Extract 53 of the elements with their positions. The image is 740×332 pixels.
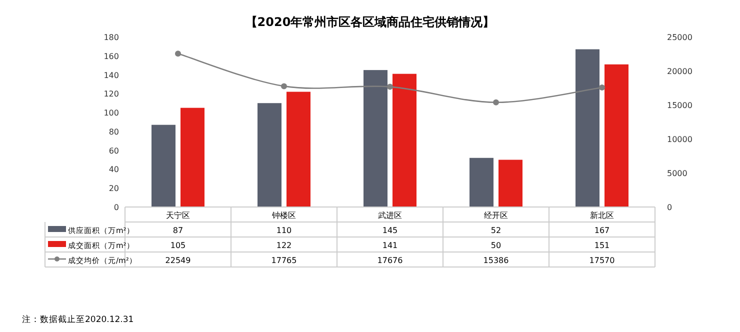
bar — [258, 103, 282, 207]
data-label: 122 — [276, 241, 292, 250]
point — [493, 99, 499, 106]
bar — [286, 92, 310, 207]
data-label: 105 — [170, 241, 186, 250]
y2-tick-label: 10000 — [667, 135, 692, 144]
y2-tick-label: 5000 — [667, 169, 688, 178]
data-label: 15386 — [483, 256, 509, 265]
y2-tick-label: 20000 — [667, 67, 692, 76]
data-label: 110 — [276, 226, 292, 235]
y-tick-label: 40 — [108, 165, 119, 174]
data-label: 17676 — [377, 256, 403, 265]
point — [387, 84, 393, 90]
data-label: 167 — [594, 226, 610, 235]
point — [175, 50, 181, 57]
data-label: 17765 — [271, 256, 297, 265]
text: 注：数据截止至2020.12.31 — [22, 314, 134, 325]
y-tick-label: 160 — [104, 52, 119, 61]
data-label: 52 — [490, 226, 502, 235]
y-tick-label: 180 — [104, 33, 119, 42]
data-label: 50 — [490, 241, 502, 250]
bar — [470, 158, 494, 207]
y-tick-label: 80 — [108, 127, 119, 136]
bar — [498, 160, 522, 207]
y-tick-label: 0 — [114, 203, 119, 212]
bar — [180, 108, 204, 207]
y-tick-label: 60 — [108, 146, 119, 156]
point — [281, 83, 287, 90]
y-tick-label: 100 — [104, 108, 119, 118]
y2-tick-label: 0 — [667, 203, 672, 212]
y2-tick-label: 15000 — [667, 101, 692, 110]
point — [599, 84, 605, 91]
data-label: 145 — [382, 226, 398, 235]
bar — [364, 70, 388, 207]
data-label: 17570 — [589, 256, 615, 265]
data-label: 22549 — [165, 256, 191, 265]
y-tick-label: 20 — [108, 184, 119, 194]
x-tick-label: 新北区 — [590, 211, 614, 220]
y-tick-label: 120 — [104, 90, 119, 99]
x-tick-label: 武进区 — [378, 211, 402, 220]
data-label: 87 — [172, 226, 184, 235]
y2-tick-label: 25000 — [667, 33, 692, 42]
bar — [152, 124, 176, 207]
bar — [392, 74, 416, 207]
data-label: 141 — [382, 241, 398, 250]
data-label: 151 — [594, 241, 610, 250]
x-tick-label: 天宁区 — [166, 211, 190, 220]
bar — [604, 64, 628, 207]
y-tick-label: 140 — [104, 70, 119, 80]
bar — [576, 49, 600, 207]
chart-title: 【2020年常州市区各区域商品住宅供销情况】 — [245, 15, 495, 29]
x-tick-label: 钟楼区 — [271, 211, 296, 220]
x-tick-label: 经开区 — [484, 211, 508, 220]
